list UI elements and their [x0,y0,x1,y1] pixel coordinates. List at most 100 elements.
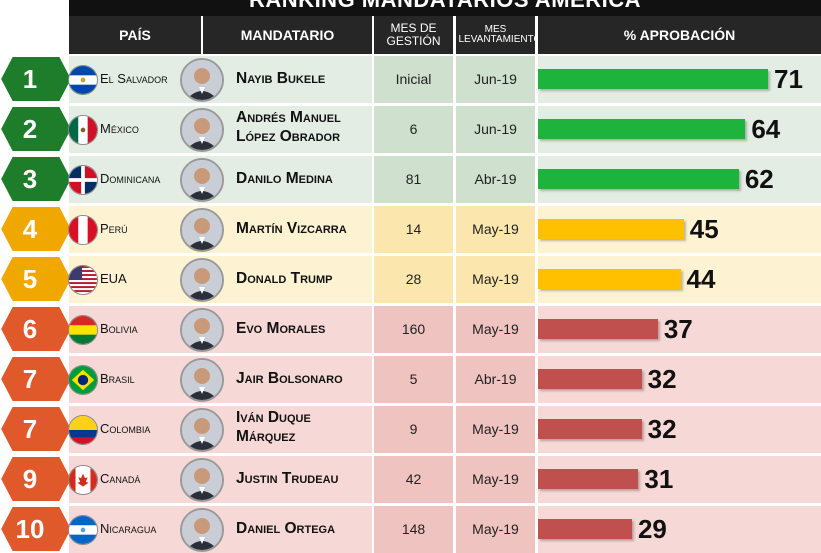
row-cell-bg [456,256,535,303]
row-cell-bg [456,206,535,253]
country-name: EUA [100,271,127,286]
row-cell-bg [456,456,535,503]
mes-gestion-value: 81 [405,171,422,187]
approval-bar [538,319,658,339]
title-bar: RANKING MANDATARIOS AMÉRICA [69,0,821,16]
row-cell-bg [374,156,453,203]
leader-name: Iván Duque Márquez [236,409,374,446]
row-cell-bg [374,306,453,353]
peru-flag-icon [68,215,98,245]
levantamiento-value: Abr-19 [474,371,517,387]
leader-name-line: Jair Bolsonaro [236,370,343,387]
row-cell-bg [456,306,535,353]
rank-number: 5 [22,263,38,294]
table-row: 7 Colombia Iván Duque Márquez 9 May-19 32 [0,406,821,453]
levantamiento-value: Abr-19 [474,171,517,187]
approval-value-label: 62 [744,164,774,194]
dominican-flag-icon [68,165,98,195]
mexico-flag-icon [68,115,98,145]
country-name: México [100,121,139,136]
leader-name: Nayib Bukele [236,70,374,89]
column-divider [536,54,538,540]
el-salvador-flag-icon [68,65,98,95]
approval-bar [538,169,739,189]
table-row: 4 Perú Martín Vizcarra 14 May-19 45 [0,206,821,253]
rank-number: 6 [22,313,38,344]
leader-name-line: López Obrador [236,127,341,145]
table-row: 6 Bolivia Evo Morales 160 May-19 37 [0,306,821,353]
row-cell-bg [374,256,453,303]
leader-name-line: Evo Morales [236,320,326,337]
rank-number: 1 [22,63,38,94]
table-row: 3 Dominicana Danilo Medina 81 Abr-19 62 [0,156,821,203]
table-row: 7 Brasil Jair Bolsonaro 5 Abr-19 32 [0,356,821,403]
leader-name: Martín Vizcarra [236,220,374,239]
mes-gestion-value: 6 [409,121,418,137]
column-divider [372,54,374,540]
approval-bar [538,69,768,89]
table-row: 1 El Salvador Nayib Bukele Inicial Jun-19 71 [0,56,821,103]
row-cell-bg [456,106,535,153]
leader-avatar-icon [180,58,224,102]
row-cell-bg [374,106,453,153]
leader-name-line: Donald Trump [236,270,333,287]
leader-name-line: Márquez [236,427,296,445]
header-mes-gestion-label: MES DE GESTIÓN [386,21,441,48]
brazil-flag-icon [68,365,98,395]
approval-value-label: 32 [647,414,677,444]
approval-bar [538,469,639,489]
mes-gestion-value: 28 [405,271,422,287]
rank-number: 2 [22,113,38,144]
row-cell-bg [456,356,535,403]
row-cell-bg [456,406,535,453]
row-cell-bg [374,56,453,103]
row-cell-bg [374,456,453,503]
mes-gestion-value: 160 [401,321,426,337]
leader-name: Jair Bolsonaro [236,370,374,389]
leader-avatar-icon [180,358,224,402]
leader-avatar-icon [180,208,224,252]
usa-flag-icon [68,265,98,295]
mes-gestion-value: 42 [405,471,422,487]
levantamiento-value: May-19 [472,421,519,437]
header-mes-gestion: MES DE GESTIÓN [374,16,453,54]
country-name: Brasil [100,371,135,386]
leader-name-line: Daniel Ortega [236,520,336,537]
approval-bar [538,419,642,439]
leader-name: Justin Trudeau [236,470,374,489]
table-row: 2 México Andrés Manuel López Obrador 6 Jun-19… [0,106,821,153]
colombia-flag-icon [68,415,98,445]
leader-avatar-icon [180,508,224,552]
levantamiento-value: Jun-19 [474,121,517,137]
rank-number: 10 [15,513,45,544]
country-name: Canadá [100,471,141,486]
row-cell-bg [374,406,453,453]
approval-bar [538,519,632,539]
header-mes-levantamiento-label: MES LEVANTAMIENTO [458,23,542,45]
leader-avatar-icon [180,158,224,202]
approval-value-label: 71 [774,64,803,94]
levantamiento-value: May-19 [472,521,519,537]
header-pais: PAÍS [69,16,201,54]
leader-name-line: Nayib Bukele [236,70,326,87]
table-row: 5 EUA Donald Trump 28 May-19 44 [0,256,821,303]
leader-name-line: Andrés Manuel [236,109,341,126]
country-name: Bolivia [100,321,138,336]
table-row: 10 Nicaragua Daniel Ortega 148 May-19 29 [0,506,821,553]
approval-bar [538,119,746,139]
leader-name: Evo Morales [236,320,374,339]
rank-number: 9 [22,463,38,494]
levantamiento-value: Jun-19 [474,71,517,87]
chart-title: RANKING MANDATARIOS AMÉRICA [69,0,821,13]
approval-value-label: 64 [751,114,781,144]
row-cell-bg [456,56,535,103]
row-cell-bg [374,206,453,253]
canada-flag-icon [68,465,98,495]
rank-number: 4 [22,213,38,244]
approval-value-label: 29 [637,514,667,544]
leader-name: Andrés Manuel López Obrador [236,109,374,146]
levantamiento-value: May-19 [472,221,519,237]
leader-name: Danilo Medina [236,170,374,189]
rank-number: 7 [22,413,38,444]
approval-value-label: 32 [647,364,677,394]
